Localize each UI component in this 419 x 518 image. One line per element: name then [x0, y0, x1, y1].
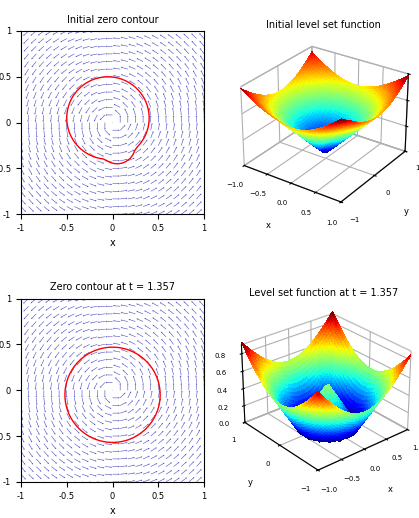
Y-axis label: y: y	[403, 207, 409, 216]
X-axis label: x: x	[388, 485, 392, 494]
Y-axis label: y: y	[248, 479, 253, 487]
Title: Zero contour at t = 1.357: Zero contour at t = 1.357	[50, 282, 175, 292]
X-axis label: x: x	[266, 221, 271, 229]
Title: Initial level set function: Initial level set function	[266, 20, 380, 30]
X-axis label: x: x	[110, 506, 115, 516]
X-axis label: x: x	[110, 238, 115, 249]
Title: Level set function at t = 1.357: Level set function at t = 1.357	[248, 288, 398, 298]
Title: Initial zero contour: Initial zero contour	[67, 15, 158, 25]
